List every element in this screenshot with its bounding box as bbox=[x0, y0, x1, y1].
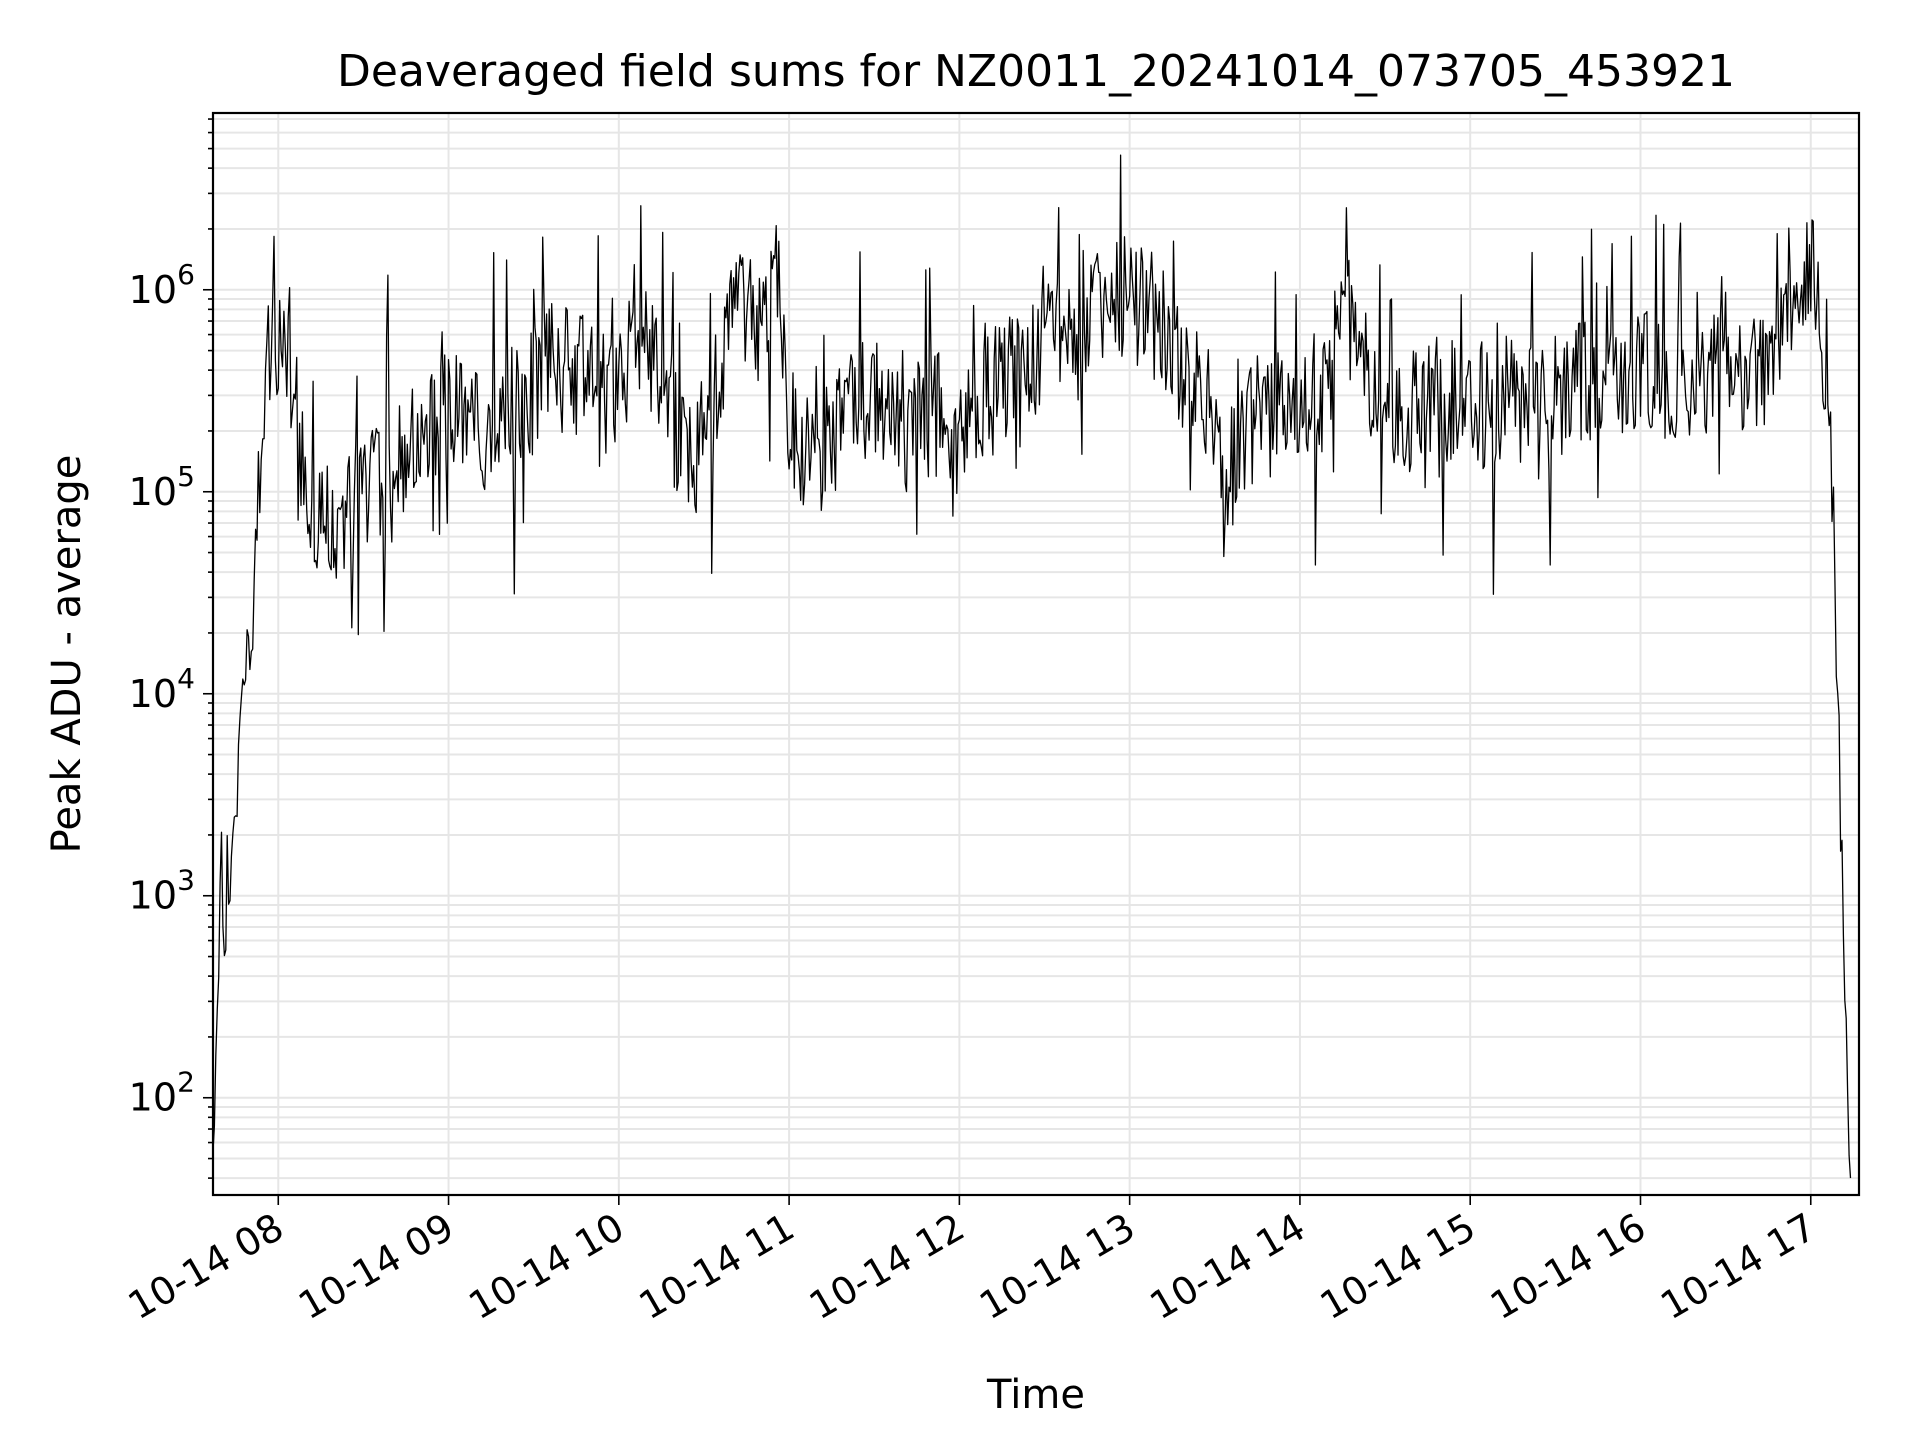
grid bbox=[213, 113, 1859, 1195]
y-tick-exponent: 2 bbox=[177, 1066, 195, 1099]
y-tick-exponent: 6 bbox=[177, 258, 195, 291]
x-axis-label: Time bbox=[986, 1372, 1085, 1418]
chart-title: Deaveraged field sums for NZ0011_2024101… bbox=[337, 46, 1735, 97]
series-line bbox=[212, 154, 1852, 1179]
y-tick-exponent: 4 bbox=[177, 662, 195, 695]
y-axis-label: Peak ADU - average bbox=[44, 455, 90, 854]
y-tick-exponent: 3 bbox=[177, 864, 195, 897]
y-tick-exponent: 5 bbox=[177, 460, 195, 493]
data-series bbox=[212, 154, 1852, 1179]
plot-frame bbox=[211, 111, 1861, 1197]
